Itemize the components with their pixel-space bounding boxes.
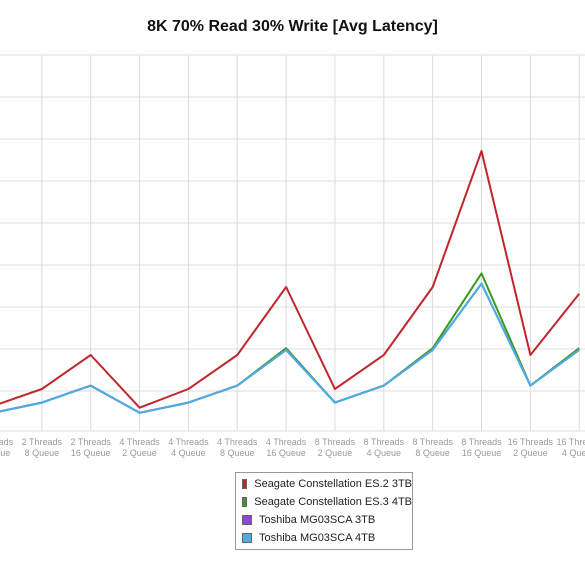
x-tick-label: 16 Threads [508, 437, 554, 447]
x-tick-label: 8 Threads [412, 437, 453, 447]
chart-title: 8K 70% Read 30% Write [Avg Latency] [147, 18, 438, 35]
legend-item[interactable]: Seagate Constellation ES.3 4TB [236, 493, 412, 511]
x-tick-label: 2 Threads [71, 437, 112, 447]
x-tick-label: 2 Queue [122, 448, 157, 458]
x-tick-label: 16 Queue [266, 448, 306, 458]
x-tick-label: 4 Queue [562, 448, 585, 458]
legend-label: Seagate Constellation ES.3 4TB [254, 496, 412, 508]
legend-swatch [242, 479, 248, 489]
x-tick-label: 16 Queue [462, 448, 502, 458]
x-tick-label: 1 Threads [0, 437, 14, 447]
x-tick-label: 4 Queue [367, 448, 402, 458]
series-lines [0, 150, 580, 414]
grid [0, 54, 585, 432]
legend-swatch [242, 533, 252, 543]
x-tick-label: 16 Threads [557, 437, 585, 447]
x-tick-label: 8 Threads [364, 437, 405, 447]
series-line-1 [0, 150, 580, 409]
x-tick-label: 2 Queue [513, 448, 548, 458]
x-tick-label: 4 Threads [266, 437, 307, 447]
x-tick-label: 4 Threads [119, 437, 160, 447]
x-tick-label: 2 Threads [22, 437, 63, 447]
x-tick-label: 8 Threads [315, 437, 356, 447]
legend-label: Seagate Constellation ES.2 3TB [254, 478, 412, 490]
legend-label: Toshiba MG03SCA 3TB [259, 514, 376, 526]
x-tick-label: 4 Threads [217, 437, 258, 447]
legend-label: Toshiba MG03SCA 4TB [259, 532, 376, 544]
x-tick-label: 8 Queue [415, 448, 450, 458]
legend-swatch [242, 515, 252, 525]
x-tick-label: 2 Queue [318, 448, 353, 458]
x-tick-label: 8 Threads [461, 437, 502, 447]
x-tick-label: 16 Queue [71, 448, 111, 458]
series-line-4 [0, 282, 580, 414]
x-tick-label: 4 Queue [171, 448, 206, 458]
x-tick-label: 4 Threads [168, 437, 209, 447]
x-tick-label: 8 Queue [25, 448, 60, 458]
legend-item[interactable]: Toshiba MG03SCA 4TB [236, 529, 412, 547]
legend-item[interactable]: Toshiba MG03SCA 3TB [236, 511, 412, 529]
legend-item[interactable]: Seagate Constellation ES.2 3TB [236, 475, 412, 493]
legend: Seagate Constellation ES.2 3TB Seagate Co… [235, 472, 413, 550]
x-tick-label: 1 Queue [0, 448, 10, 458]
x-tick-label: 8 Queue [220, 448, 255, 458]
series-line-3 [0, 282, 580, 414]
legend-swatch [242, 497, 248, 507]
